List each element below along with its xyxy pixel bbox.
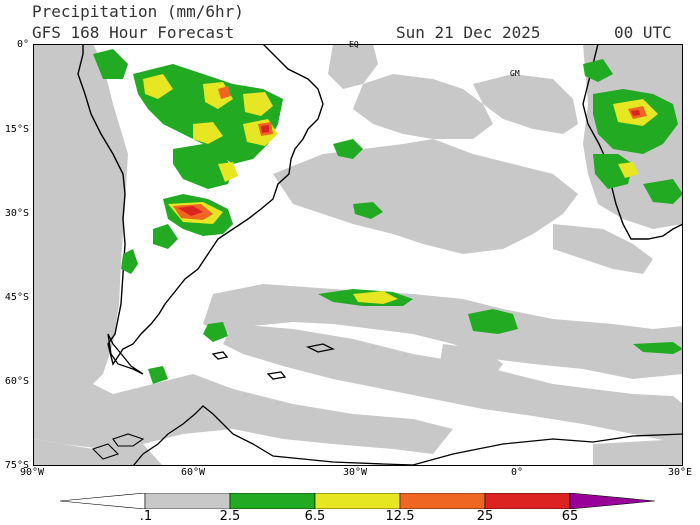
map-frame (33, 44, 683, 466)
chart-title: Precipitation (mm/6hr) (32, 2, 244, 21)
legend-label-5: 65 (561, 509, 579, 524)
legend-label-2: 6.5 (304, 509, 326, 524)
antarctic-islands-outline (91, 433, 145, 460)
africa-coastline (582, 44, 683, 240)
south-america-coastline (77, 44, 324, 366)
lon-label-30e: 30°E (667, 467, 693, 478)
tierra-del-fuego-outline (107, 333, 144, 375)
precip-light (33, 44, 683, 466)
lat-label-15s: 15°S (4, 124, 29, 135)
precipitation-map (33, 44, 683, 466)
legend-label-4: 25 (476, 509, 494, 524)
lon-label-60w: 60°W (180, 467, 206, 478)
lat-label-75s: 75°S (4, 460, 29, 471)
forecast-label: GFS 168 Hour Forecast (32, 23, 235, 42)
legend-swatch-0 (60, 493, 146, 509)
south-atlantic-islands-outline (211, 343, 335, 380)
legend-swatch-3 (314, 493, 401, 509)
legend-swatch-1 (144, 493, 231, 509)
equator-marker: EQ (349, 40, 359, 49)
legend-label-3: 12.5 (385, 509, 415, 524)
legend-swatch-6 (569, 493, 655, 509)
legend-swatch-4 (399, 493, 486, 509)
lon-label-30w: 30°W (342, 467, 368, 478)
lat-label-45s: 45°S (4, 292, 29, 303)
precip-extreme (178, 110, 640, 216)
legend-colorbar (60, 493, 655, 509)
lon-label-90w: 90°W (19, 467, 45, 478)
antarctica-coastline (132, 405, 683, 466)
lat-label-60s: 60°S (4, 376, 29, 387)
forecast-date: Sun 21 Dec 2025 (396, 23, 541, 42)
lon-label-0: 0° (510, 467, 524, 478)
legend-swatch-5 (484, 493, 571, 509)
lat-label-30s: 30°S (4, 208, 29, 219)
lat-label-0: 0° (16, 39, 29, 50)
legend-label-0: .1 (139, 509, 153, 524)
legend-label-1: 2.5 (219, 509, 241, 524)
greenwich-marker: GM (510, 69, 520, 78)
forecast-time: 00 UTC (614, 23, 672, 42)
legend-swatch-2 (229, 493, 316, 509)
